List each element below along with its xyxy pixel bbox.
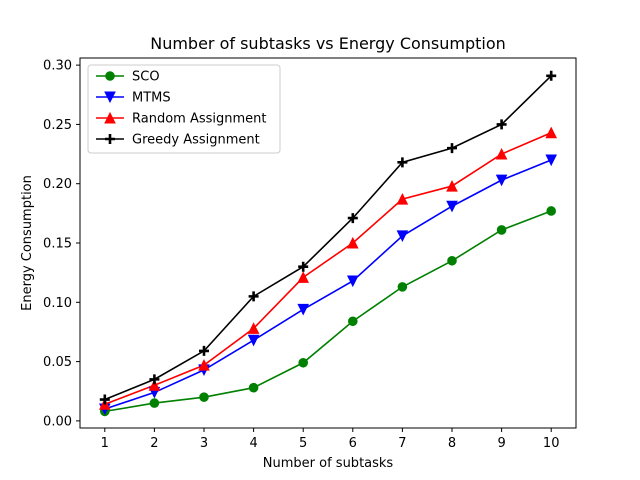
data-point — [247, 334, 260, 347]
data-point — [447, 143, 457, 154]
data-point — [99, 394, 110, 405]
data-point — [546, 70, 557, 81]
legend-marker — [104, 111, 116, 124]
data-point — [397, 157, 408, 168]
x-tick-label: 7 — [398, 436, 406, 451]
x-axis-label: Number of subtasks — [263, 456, 394, 471]
data-point — [347, 213, 358, 224]
data-point — [248, 291, 259, 302]
legend-label: Greedy Assignment — [132, 133, 260, 148]
data-point — [495, 174, 508, 187]
data-point — [396, 193, 409, 205]
legend-marker — [105, 71, 115, 81]
y-tick-label: 0.05 — [43, 355, 72, 370]
series-line — [104, 75, 552, 401]
series-line — [104, 131, 552, 406]
legend: SCO MTMS Random Assignment Greedy Assignmen… — [87, 64, 281, 154]
data-point — [546, 206, 557, 216]
data-point — [297, 271, 310, 283]
x-axis-ticks: 1 2 3 4 5 6 7 8 9 10 — [101, 428, 560, 451]
legend-label: Random Assignment — [132, 112, 267, 127]
x-tick-label: 2 — [150, 436, 158, 451]
y-tick-label: 0.10 — [43, 296, 72, 311]
x-tick-label: 5 — [299, 436, 307, 451]
x-tick-label: 1 — [101, 436, 109, 451]
y-tick-label: 0.00 — [43, 414, 72, 429]
legend-label: MTMS — [132, 91, 171, 106]
y-tick-label: 0.30 — [43, 59, 72, 74]
data-point — [346, 236, 359, 249]
data-point — [545, 154, 558, 167]
legend-box — [87, 64, 281, 154]
data-point — [446, 179, 458, 192]
data-point — [496, 225, 507, 235]
data-point — [297, 303, 310, 316]
data-point — [447, 255, 457, 266]
data-point — [346, 275, 359, 288]
x-tick-label: 8 — [448, 436, 456, 451]
y-tick-label: 0.15 — [43, 237, 72, 252]
data-point — [248, 382, 259, 393]
data-point — [397, 282, 408, 292]
x-tick-label: 6 — [349, 436, 357, 451]
data-point — [348, 316, 358, 327]
data-point — [199, 392, 209, 402]
data-point — [148, 379, 161, 391]
y-tick-label: 0.20 — [43, 177, 72, 192]
data-point — [446, 200, 458, 213]
series-markers — [98, 70, 558, 417]
y-tick-label: 0.25 — [43, 118, 72, 133]
data-point — [198, 359, 210, 371]
series-line — [104, 159, 552, 410]
data-point — [298, 357, 309, 368]
x-tick-label: 4 — [249, 436, 257, 451]
legend-marker — [104, 91, 116, 104]
data-point — [149, 398, 160, 408]
y-axis-label: Energy Consumption — [20, 175, 35, 311]
data-point — [496, 119, 507, 130]
x-tick-label: 9 — [497, 436, 505, 451]
series-line — [104, 210, 552, 413]
legend-label: SCO — [132, 70, 160, 85]
y-axis-ticks: 0.00 0.05 0.10 0.15 0.20 0.25 0.30 — [43, 59, 80, 429]
data-point — [247, 322, 260, 334]
x-tick-label: 10 — [543, 436, 560, 451]
data-point — [495, 147, 508, 160]
x-tick-label: 3 — [200, 436, 208, 451]
data-point — [199, 345, 209, 356]
data-point — [149, 374, 160, 385]
data-point — [396, 230, 409, 243]
data-point — [545, 126, 558, 139]
chart-title: Number of subtasks vs Energy Consumption — [150, 34, 506, 53]
series-lines — [104, 75, 552, 413]
legend-marker — [105, 134, 115, 144]
data-point — [298, 261, 309, 272]
